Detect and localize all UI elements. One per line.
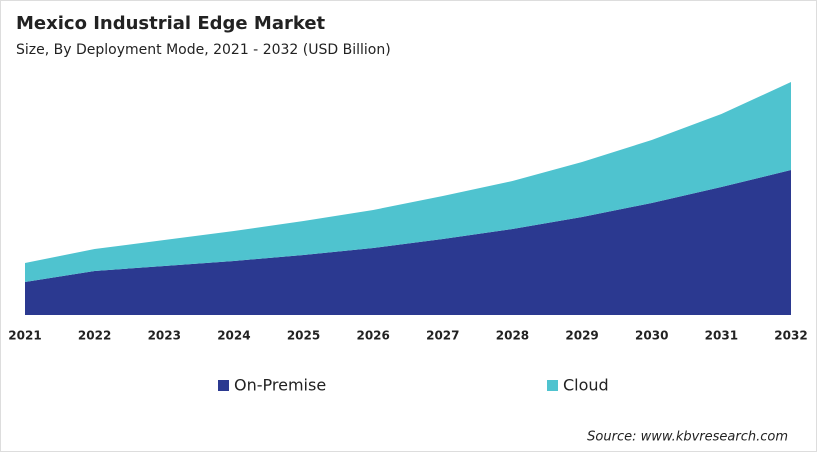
x-tick-label: 2023 — [148, 329, 181, 343]
area — [25, 82, 791, 282]
x-tick-label: 2025 — [287, 329, 320, 343]
legend-swatch — [218, 380, 229, 391]
area — [25, 170, 791, 315]
x-tick-label: 2031 — [705, 329, 738, 343]
chart-subtitle: Size, By Deployment Mode, 2021 - 2032 (U… — [16, 42, 391, 58]
source: Source: www.kbvresearch.com — [587, 430, 788, 445]
x-tick-label: 2028 — [496, 329, 529, 343]
x-tick-label: 2024 — [217, 329, 250, 343]
x-tick-label: 2029 — [565, 329, 598, 343]
legend-label: Cloud — [563, 376, 609, 395]
legend-label: On-Premise — [234, 376, 326, 395]
x-tick-label: 2026 — [356, 329, 389, 343]
legend-swatch — [547, 380, 558, 391]
chart-title: Mexico Industrial Edge Market — [16, 13, 326, 34]
x-tick-label: 2032 — [774, 329, 807, 343]
x-tick-label: 2022 — [78, 329, 111, 343]
x-tick-label: 2030 — [635, 329, 668, 343]
x-tick-label: 2021 — [8, 329, 41, 343]
x-tick-label: 2027 — [426, 329, 459, 343]
